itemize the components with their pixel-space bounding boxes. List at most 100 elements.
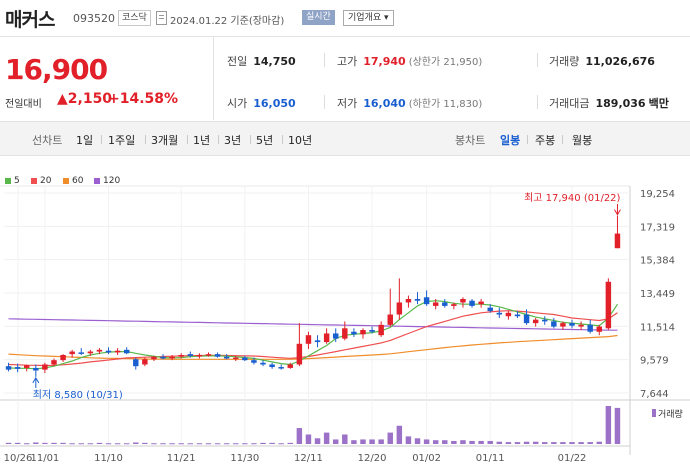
volume-bar [332, 439, 339, 444]
line-chart-label: 선차트 [32, 134, 63, 147]
x-tick-label: 12/20 [358, 453, 387, 464]
volume-bar [242, 443, 248, 445]
candle-body [578, 324, 584, 327]
volume-bar [560, 442, 566, 444]
candle-body [5, 366, 12, 370]
candle-body [396, 302, 403, 315]
candle-body [478, 301, 484, 305]
current-price: 16,900 [5, 53, 108, 86]
candle-body [496, 312, 503, 315]
candle-body [223, 356, 230, 359]
candle-body [614, 233, 621, 249]
volume-bar [387, 432, 393, 444]
tab-1w[interactable]: 1주일 [108, 134, 136, 147]
volume-bar [142, 442, 148, 444]
volume-bar [60, 442, 66, 444]
candle-body [169, 356, 175, 359]
candle-body [451, 304, 457, 306]
candle-body [87, 351, 94, 354]
stock-header: 매커스 093520 코스닥 2024.01.22 기준(장마감) 실시간 기업… [0, 0, 690, 37]
volume-bar [14, 442, 21, 444]
legend-ma60: 60 [63, 176, 83, 186]
candle-body [51, 360, 57, 365]
volume-bar [514, 442, 521, 444]
candle-body [205, 354, 212, 356]
price-summary: 16,900 전일대비 ▲2,150 +14.58% [0, 37, 214, 120]
tab-3m[interactable]: 3개월 [151, 134, 179, 147]
ma60-line [8, 334, 618, 360]
volume-bar [596, 441, 603, 444]
volume-bar [87, 443, 94, 445]
candle-body [69, 351, 75, 355]
period-tabbar: 선차트 1일 1주일 3개월 1년 3년 5년 10년 봉차트 일봉 주봉 월봉 [0, 121, 690, 156]
tab-1y[interactable]: 1년 [193, 134, 211, 147]
candle-body [296, 343, 303, 365]
volume-bar [423, 439, 430, 444]
volume-bar [496, 441, 503, 444]
candle-body [196, 354, 203, 357]
tab-5y[interactable]: 5년 [256, 134, 274, 147]
candle-body [287, 364, 294, 368]
stat-amount: 거래대금 189,036 백만 [549, 97, 669, 110]
volume-bar [351, 440, 357, 444]
volume-bar [605, 406, 612, 444]
x-tick-label: 10/26 [4, 453, 33, 464]
stat-low: 저가 16,040 (하한가 11,830) [337, 97, 483, 110]
y-tick-label: 15,384 [640, 256, 675, 267]
x-tick-label: 11/01 [30, 453, 59, 464]
volume-legend-swatch [652, 409, 656, 417]
candle-body [151, 356, 157, 360]
volume-bar [196, 443, 203, 445]
candle-body [242, 357, 248, 361]
candle-body [278, 367, 284, 369]
tab-weekly[interactable]: 주봉 [535, 134, 556, 147]
candle-body [542, 319, 548, 322]
legend-ma5: 5 [5, 176, 20, 186]
volume-bar [214, 443, 221, 445]
volume-label: 거래량 [658, 408, 683, 420]
volume-bar [133, 442, 139, 444]
high-arrow-head [614, 209, 621, 216]
volume-bar [123, 443, 130, 445]
candle-body [78, 352, 84, 354]
candle-body [378, 324, 384, 336]
candle-body [14, 367, 21, 369]
volume-bar [314, 438, 321, 444]
candle-body [251, 360, 257, 363]
candle-body [532, 319, 539, 324]
tab-monthly[interactable]: 월봉 [572, 134, 593, 147]
tab-10y[interactable]: 10년 [288, 134, 313, 147]
volume-bar [478, 440, 484, 444]
volume-bar [269, 442, 275, 444]
tab-daily[interactable]: 일봉 [500, 134, 521, 147]
realtime-button[interactable]: 실시간 [302, 10, 335, 25]
volume-bar [205, 443, 212, 445]
volume-bar [5, 442, 12, 444]
volume-bar [69, 443, 75, 445]
candle-chart-label: 봉차트 [455, 134, 486, 147]
y-tick-label: 17,319 [640, 222, 675, 233]
volume-bar [23, 443, 30, 445]
volume-bar [342, 434, 348, 444]
volume-bar [78, 443, 84, 445]
volume-bar [96, 442, 103, 444]
y-tick-label: 7,644 [640, 389, 669, 400]
y-tick-label: 13,449 [640, 289, 675, 300]
volume-bar [287, 442, 294, 444]
tab-1d[interactable]: 1일 [76, 134, 94, 147]
tab-3y[interactable]: 3년 [224, 134, 242, 147]
volume-bar [187, 443, 194, 445]
candle-body [487, 307, 493, 312]
company-overview-dropdown[interactable]: 기업개요 ▾ [343, 10, 394, 26]
candle-body [323, 333, 330, 343]
change-percent: +14.58% [108, 91, 179, 107]
high-annotation: 최고 17,940 (01/22) [524, 192, 620, 204]
volume-bar [296, 428, 303, 444]
candle-body [551, 321, 557, 327]
base-date: 2024.01.22 기준(장마감) [170, 16, 285, 27]
low-annotation: 최저 8,580 (10/31) [33, 389, 123, 401]
stat-prev: 전일 14,750 [227, 55, 296, 68]
stat-high: 고가 17,940 (상한가 21,950) [337, 55, 483, 68]
stat-volume: 거래량 11,026,676 [549, 55, 655, 68]
